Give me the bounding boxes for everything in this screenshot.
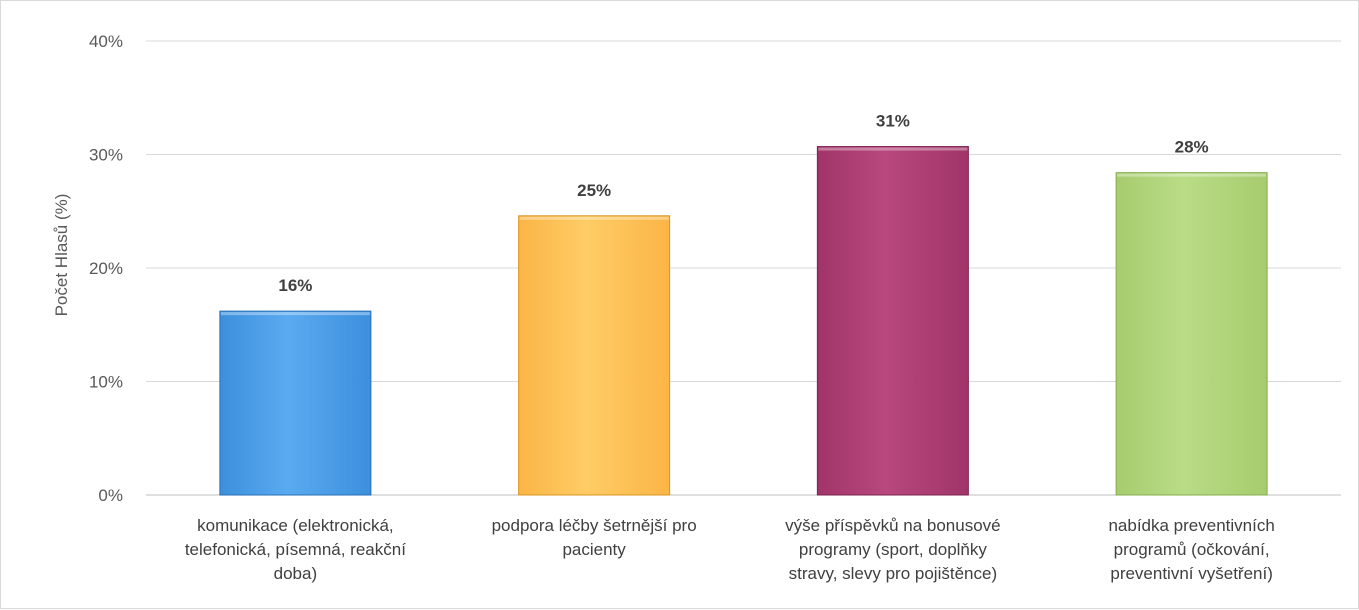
x-tick-label: doba) xyxy=(274,564,317,583)
y-tick-label: 0% xyxy=(98,486,123,505)
x-tick-label: výše příspěvků na bonusové xyxy=(785,516,1000,535)
bar-bevel xyxy=(818,147,968,151)
data-label: 16% xyxy=(278,276,312,295)
bar xyxy=(518,215,671,496)
bar xyxy=(1115,172,1268,496)
y-tick-label: 20% xyxy=(89,259,123,278)
x-tick-label: komunikace (elektronická, xyxy=(197,516,394,535)
x-tick-label: nabídka preventivních xyxy=(1108,516,1274,535)
x-tick-label: telefonická, písemná, reakční xyxy=(185,540,406,559)
data-label: 28% xyxy=(1175,138,1209,157)
data-label: 25% xyxy=(577,181,611,200)
bar xyxy=(219,310,372,496)
x-tick-label: pacienty xyxy=(562,540,626,559)
data-label: 31% xyxy=(876,112,910,131)
x-tick-label: programy (sport, doplňky xyxy=(799,540,988,559)
x-tick-label: programů (očkování, xyxy=(1114,540,1270,559)
x-tick-label: preventivní vyšetření) xyxy=(1110,564,1273,583)
y-axis-label: Počet Hlasů (%) xyxy=(52,194,71,317)
x-tick-label: podpora léčby šetrnější pro xyxy=(492,516,697,535)
y-tick-label: 40% xyxy=(89,32,123,51)
bar xyxy=(816,146,969,496)
y-tick-label: 30% xyxy=(89,146,123,165)
x-tick-label: stravy, slevy pro pojištěnce) xyxy=(789,564,997,583)
y-tick-label: 10% xyxy=(89,373,123,392)
bar-bevel xyxy=(519,216,669,220)
bar-bevel xyxy=(220,312,370,316)
bar-bevel xyxy=(1117,173,1267,177)
